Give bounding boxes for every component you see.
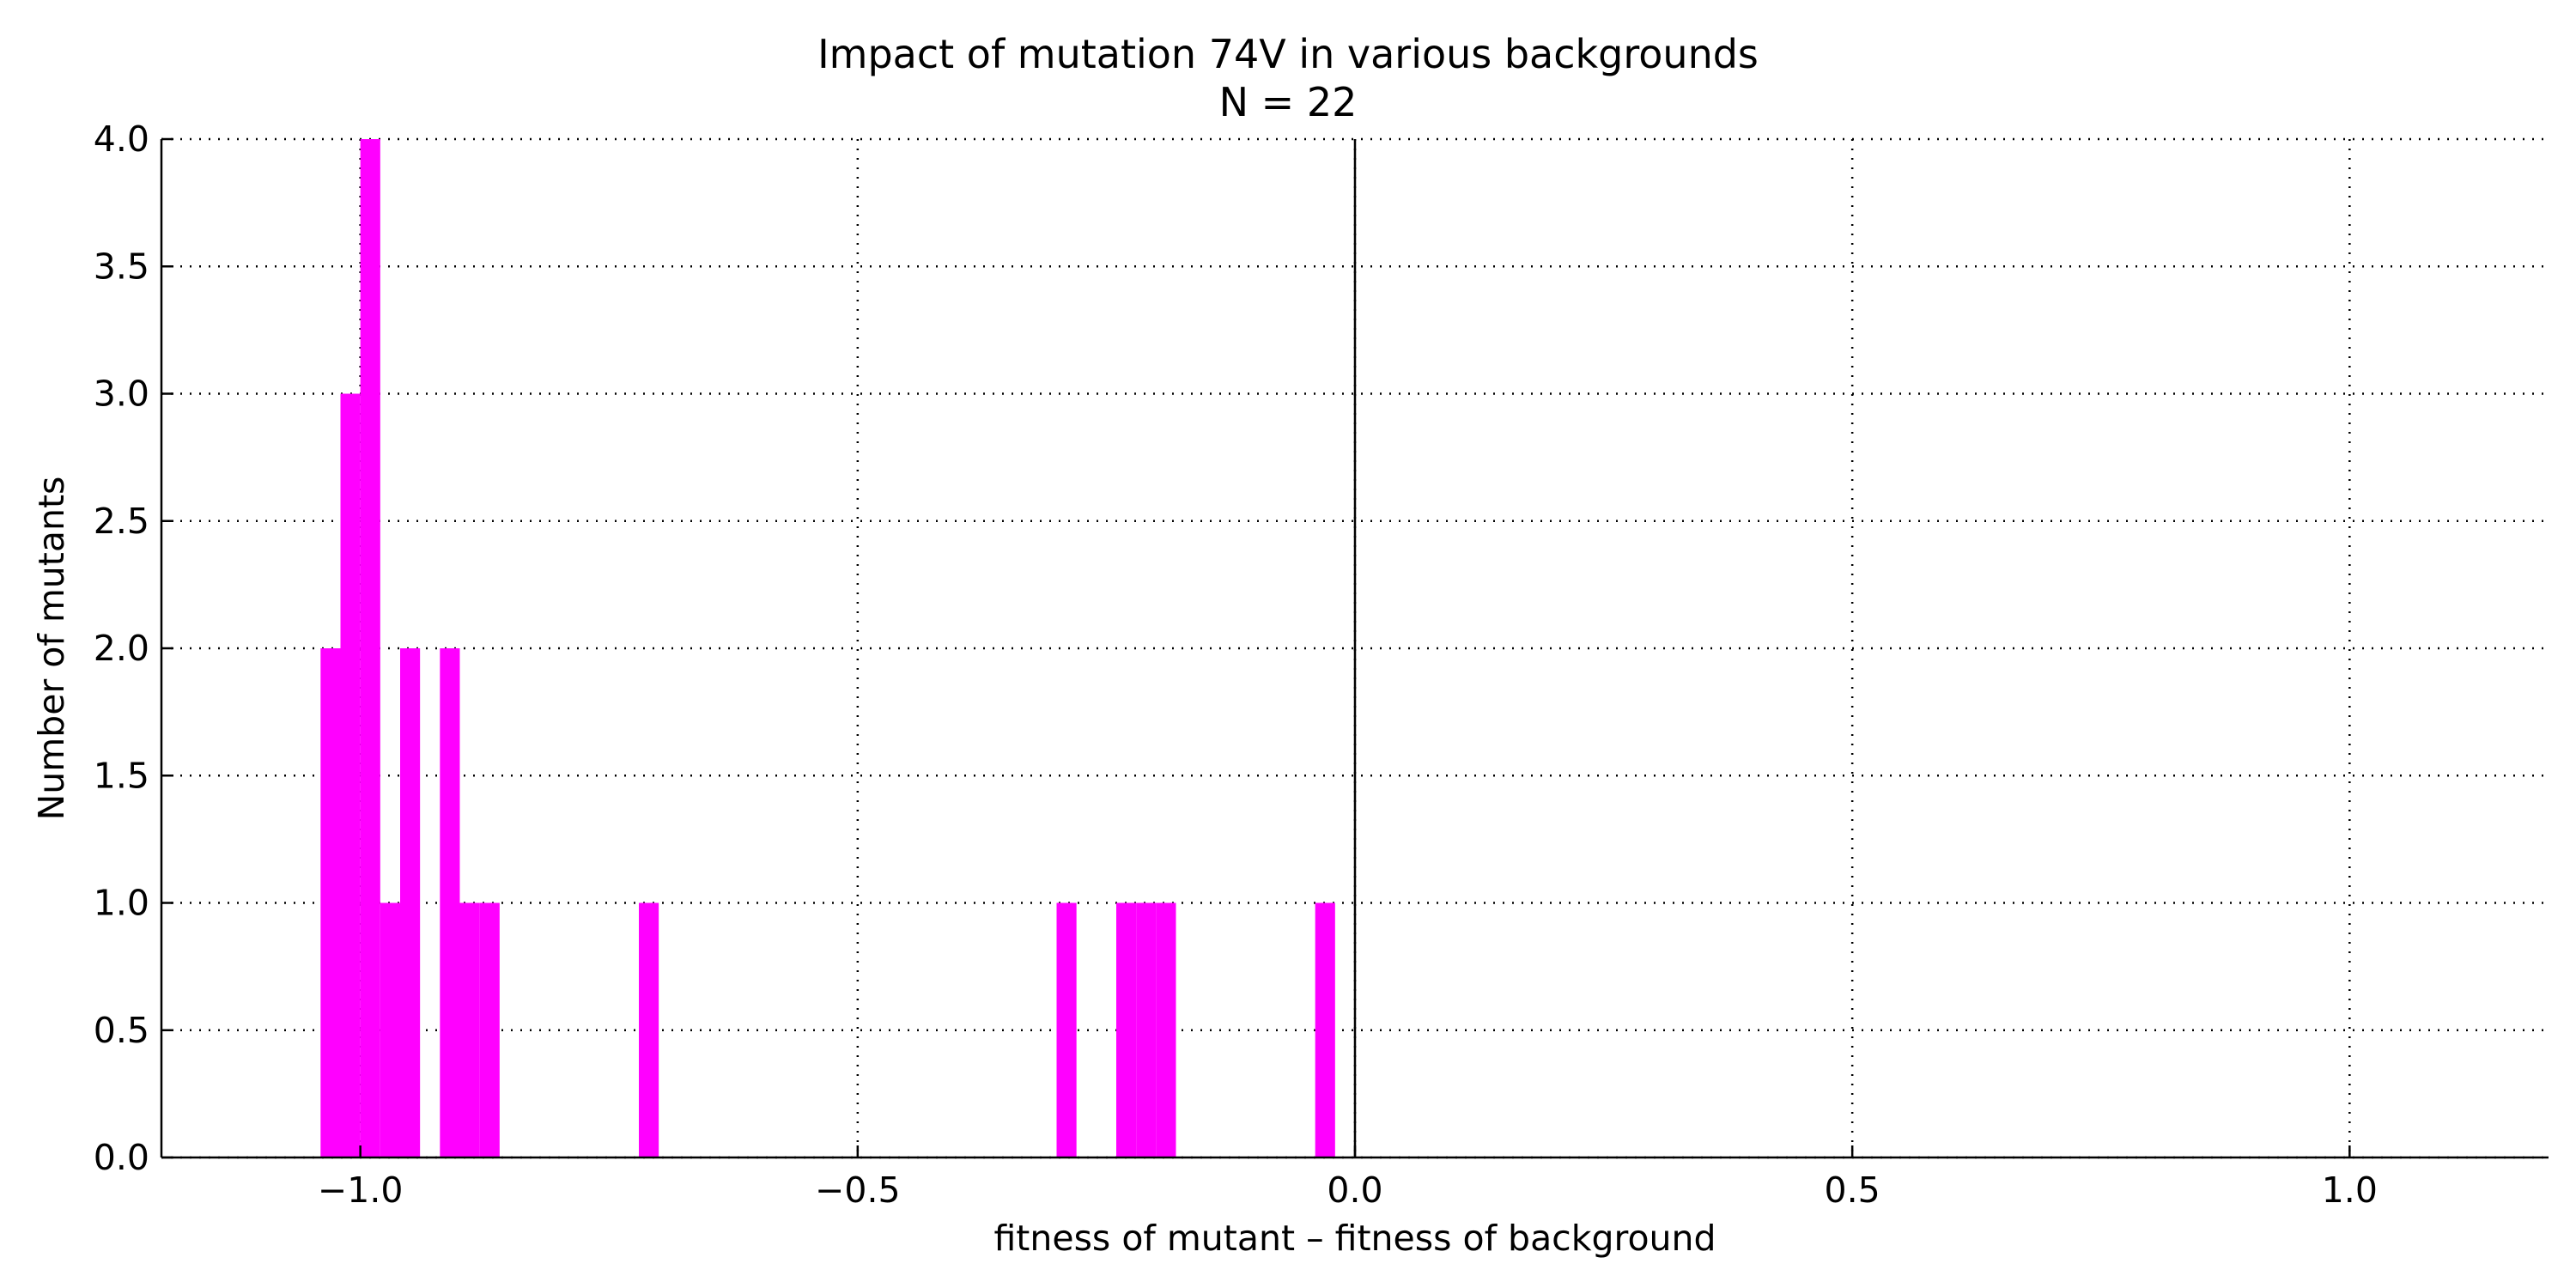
histogram-bar (1056, 902, 1077, 1157)
chart-subtitle: N = 22 (1218, 79, 1358, 125)
histogram-bar (400, 648, 421, 1157)
chart-title: Impact of mutation 74V in various backgr… (817, 31, 1759, 77)
x-tick-label: 0.0 (1327, 1170, 1382, 1211)
y-axis-label: Number of mutants (31, 476, 72, 821)
y-tick-label: 3.5 (94, 246, 149, 287)
histogram-bar (1156, 902, 1176, 1157)
x-axis-label: fitness of mutant – fitness of backgroun… (993, 1218, 1716, 1259)
histogram-bar (1116, 902, 1137, 1157)
histogram-bar (340, 393, 361, 1157)
y-tick-label: 2.0 (94, 628, 149, 669)
histogram-bar (360, 139, 380, 1157)
x-tick-label: 0.5 (1825, 1170, 1880, 1211)
y-tick-label: 3.0 (94, 374, 149, 415)
axes (160, 137, 2549, 1159)
y-tick-label: 0.5 (94, 1010, 149, 1051)
histogram-bar (479, 902, 500, 1157)
y-tick-label: 0.0 (94, 1137, 149, 1178)
tick-labels: 0.0 0.5 1.0 1.5 2.0 2.5 3.0 3.5 4.0 −1.0 −0.5 0.0 0.… (94, 118, 2378, 1211)
histogram-bars (320, 139, 1335, 1157)
histogram-bar (1136, 902, 1157, 1157)
histogram-bar (320, 648, 341, 1157)
x-tick-label: −1.0 (318, 1170, 404, 1211)
histogram-bar (1315, 902, 1335, 1157)
histogram-bar (459, 902, 480, 1157)
y-tick-label: 1.0 (94, 883, 149, 924)
histogram-bar (380, 902, 400, 1157)
histogram-bar (440, 648, 460, 1157)
x-tick-label: 1.0 (2322, 1170, 2378, 1211)
y-tick-label: 1.5 (94, 755, 149, 796)
y-tick-label: 2.5 (94, 501, 149, 542)
histogram-bar (639, 902, 659, 1157)
y-tick-label: 4.0 (94, 118, 149, 160)
x-tick-label: −0.5 (815, 1170, 901, 1211)
